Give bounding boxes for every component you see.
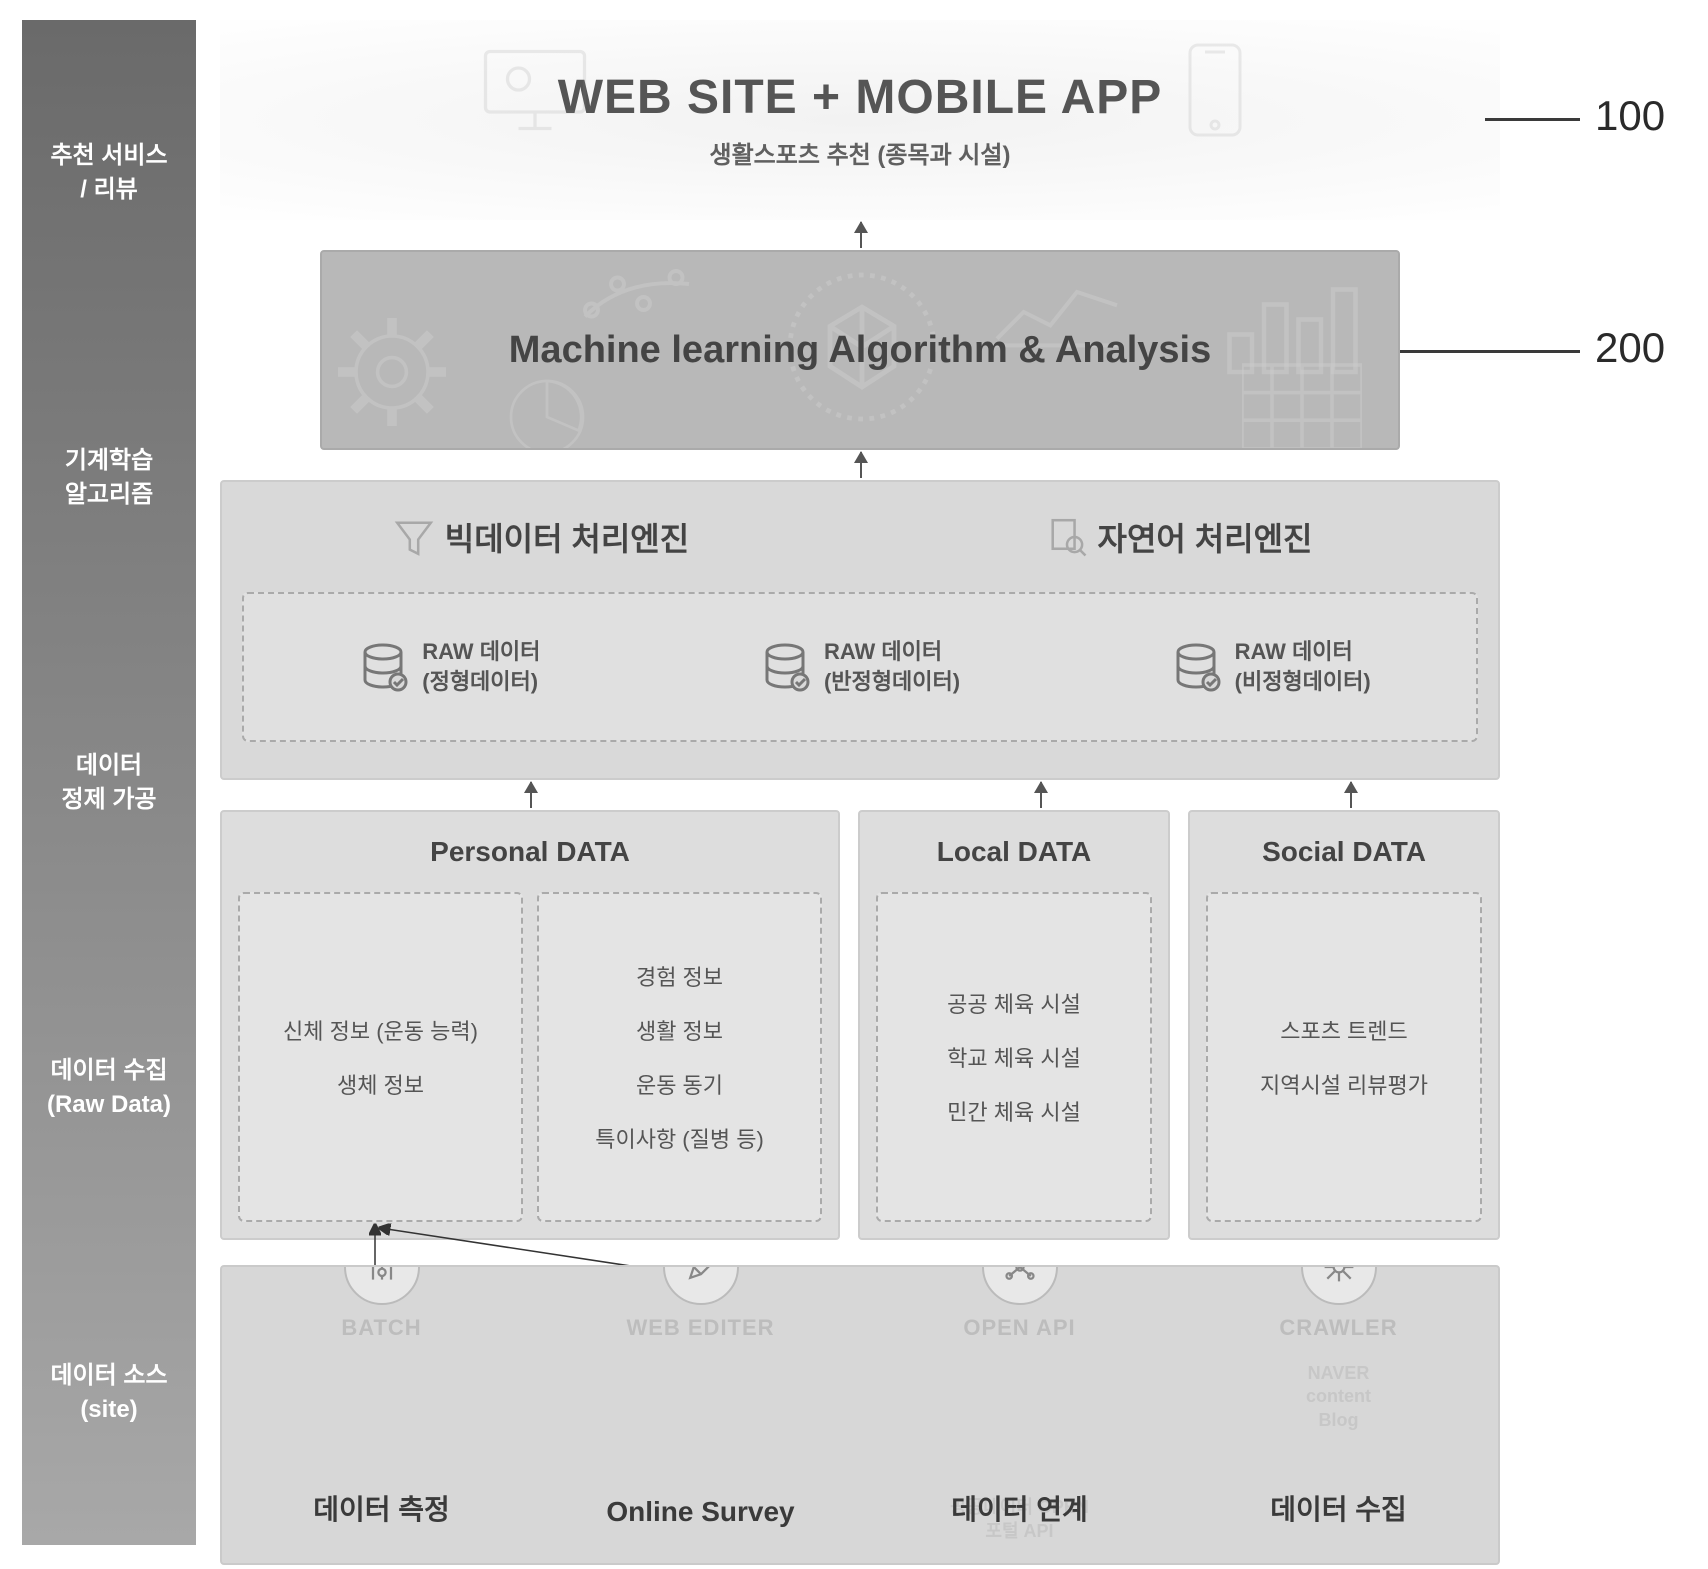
gear-icon xyxy=(332,312,452,432)
source-batch: BATCH 데이터 측정 xyxy=(222,1267,541,1563)
database-icon xyxy=(760,642,810,692)
sidebar-row-source: 데이터 소스 (site) xyxy=(22,1240,196,1545)
batch-method: BATCH xyxy=(341,1315,421,1341)
grid-icon xyxy=(1242,362,1362,450)
web-app-title: WEB SITE + MOBILE APP xyxy=(558,70,1163,125)
spider-icon xyxy=(1321,1265,1357,1285)
personal-col2: 경험 정보 생활 정보 운동 동기 특이사항 (질병 등) xyxy=(537,892,822,1222)
funnel-icon xyxy=(393,516,435,558)
share-icon xyxy=(1002,1265,1038,1285)
local-i0: 공공 체육 시설 xyxy=(947,987,1081,1019)
arrow-ml-to-app xyxy=(860,222,862,248)
raw0-l2: (정형데이터) xyxy=(422,669,538,694)
database-icon xyxy=(1171,642,1221,692)
webediter-method: WEB EDITER xyxy=(626,1315,774,1341)
local-i2: 민간 체육 시설 xyxy=(947,1095,1081,1127)
arrow-proc-to-ml xyxy=(860,452,862,478)
layer-processing: 빅데이터 처리엔진 자연어 처리엔진 RAW 데이터 (정형데이터) RAW 데… xyxy=(220,480,1500,780)
personal-c2-i0: 경험 정보 xyxy=(636,960,723,992)
crawler-label: 데이터 수집 xyxy=(1270,1488,1407,1528)
social-col: 스포츠 트렌드 지역시설 리뷰평가 xyxy=(1206,892,1482,1222)
layer-sources: BATCH 데이터 측정 WEB EDITER Online Survey OP… xyxy=(220,1265,1500,1565)
social-i0: 스포츠 트렌드 xyxy=(1280,1014,1408,1046)
crawler-bg: NAVER content Blog xyxy=(1306,1362,1371,1432)
monitor-icon xyxy=(480,45,590,135)
layer-collection: Personal DATA 신체 정보 (운동 능력) 생체 정보 경험 정보 … xyxy=(220,810,1500,1240)
personal-c2-i2: 운동 동기 xyxy=(636,1068,723,1100)
source-crawler: CRAWLER NAVER content Blog 데이터 수집 xyxy=(1179,1267,1498,1563)
raw-semistructured: RAW 데이터 (반정형데이터) xyxy=(655,594,1066,740)
personal-c1-i0: 신체 정보 (운동 능력) xyxy=(283,1014,478,1046)
personal-c2-i1: 생활 정보 xyxy=(636,1014,723,1046)
sidebar-row-processing: 데이터 정제 가공 xyxy=(22,630,196,935)
engine-bigdata: 빅데이터 처리엔진 xyxy=(222,482,860,592)
personal-title: Personal DATA xyxy=(222,812,838,892)
personal-c1-i1: 생체 정보 xyxy=(337,1068,424,1100)
local-i1: 학교 체육 시설 xyxy=(947,1041,1081,1073)
group-personal-data: Personal DATA 신체 정보 (운동 능력) 생체 정보 경험 정보 … xyxy=(220,810,840,1240)
source-webediter: WEB EDITER Online Survey xyxy=(541,1267,860,1563)
webediter-badge xyxy=(663,1265,739,1305)
batch-label: 데이터 측정 xyxy=(313,1488,450,1528)
raw-data-box: RAW 데이터 (정형데이터) RAW 데이터 (반정형데이터) RAW 데이터… xyxy=(242,592,1478,742)
openapi-badge xyxy=(982,1265,1058,1305)
source-openapi: OPEN API 공공데이터 OPEN 포털 API 데이터 연계 xyxy=(860,1267,1179,1563)
raw1-l1: RAW 데이터 xyxy=(824,639,942,664)
raw-unstructured: RAW 데이터 (비정형데이터) xyxy=(1065,594,1476,740)
sidebar-row-ml: 기계학습 알고리즘 xyxy=(22,325,196,630)
openapi-label: 데이터 연계 xyxy=(951,1488,1088,1528)
callout-100-line xyxy=(1485,118,1580,121)
group-social-data: Social DATA 스포츠 트렌드 지역시설 리뷰평가 xyxy=(1188,810,1500,1240)
layer-web-app: WEB SITE + MOBILE APP 생활스포츠 추천 (종목과 시설) xyxy=(220,20,1500,220)
raw-structured: RAW 데이터 (정형데이터) xyxy=(244,594,655,740)
webediter-label: Online Survey xyxy=(606,1496,794,1528)
sidebar: 추천 서비스 / 리뷰 기계학습 알고리즘 데이터 정제 가공 데이터 수집 (… xyxy=(22,20,196,1545)
raw2-l1: RAW 데이터 xyxy=(1235,639,1353,664)
sidebar-row-rawdata: 데이터 수집 (Raw Data) xyxy=(22,935,196,1240)
raw2-l2: (비정형데이터) xyxy=(1235,669,1371,694)
mobile-icon xyxy=(1180,40,1250,140)
raw0-l1: RAW 데이터 xyxy=(422,639,540,664)
crawler-method: CRAWLER xyxy=(1279,1315,1397,1341)
personal-col1: 신체 정보 (운동 능력) 생체 정보 xyxy=(238,892,523,1222)
sliders-icon xyxy=(364,1265,400,1285)
group-local-data: Local DATA 공공 체육 시설 학교 체육 시설 민간 체육 시설 xyxy=(858,810,1170,1240)
sidebar-row-recommend: 추천 서비스 / 리뷰 xyxy=(22,20,196,325)
pie-icon xyxy=(502,372,592,450)
social-i1: 지역시설 리뷰평가 xyxy=(1260,1068,1428,1100)
personal-c2-i3: 특이사항 (질병 등) xyxy=(595,1122,764,1154)
callout-200: 200 xyxy=(1595,324,1665,372)
scatter-icon xyxy=(572,262,702,332)
local-title: Local DATA xyxy=(860,812,1168,892)
openapi-method: OPEN API xyxy=(963,1315,1075,1341)
doc-search-icon xyxy=(1046,516,1088,558)
crawler-badge xyxy=(1301,1265,1377,1305)
pencil-icon xyxy=(683,1265,719,1285)
arrow-personal-to-proc xyxy=(530,782,532,808)
layer-ml: Machine learning Algorithm & Analysis xyxy=(320,250,1400,450)
callout-100: 100 xyxy=(1595,92,1665,140)
ml-title: Machine learning Algorithm & Analysis xyxy=(509,329,1211,372)
batch-badge xyxy=(344,1265,420,1305)
arrow-social-to-proc xyxy=(1350,782,1352,808)
diagram-main: WEB SITE + MOBILE APP 생활스포츠 추천 (종목과 시설) … xyxy=(220,20,1500,1545)
social-title: Social DATA xyxy=(1190,812,1498,892)
web-app-subtitle: 생활스포츠 추천 (종목과 시설) xyxy=(710,135,1011,170)
engine-titles-row: 빅데이터 처리엔진 자연어 처리엔진 xyxy=(222,482,1498,592)
engine-nlp-label: 자연어 처리엔진 xyxy=(1098,514,1313,560)
arrow-local-to-proc xyxy=(1040,782,1042,808)
database-icon xyxy=(358,642,408,692)
engine-nlp: 자연어 처리엔진 xyxy=(860,482,1498,592)
local-col: 공공 체육 시설 학교 체육 시설 민간 체육 시설 xyxy=(876,892,1152,1222)
engine-bigdata-label: 빅데이터 처리엔진 xyxy=(445,514,689,560)
callout-200-line xyxy=(1400,350,1580,353)
raw1-l2: (반정형데이터) xyxy=(824,669,960,694)
